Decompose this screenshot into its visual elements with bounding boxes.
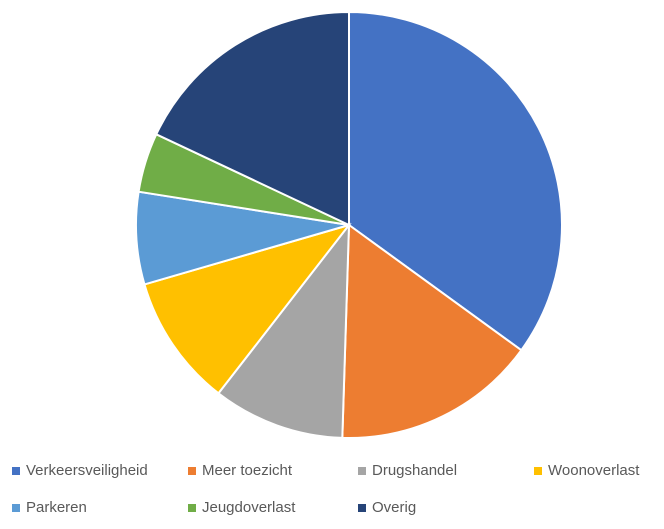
legend-item-meer-toezicht: Meer toezicht <box>188 462 292 479</box>
legend-swatch <box>12 466 20 475</box>
legend-swatch <box>534 466 542 475</box>
pie-slice-overig <box>154 10 350 227</box>
legend-item-verkeersveiligheid: Verkeersveiligheid <box>12 462 148 479</box>
legend-label: Parkeren <box>26 499 87 516</box>
legend-swatch <box>188 503 196 512</box>
legend-item-woonoverlast: Woonoverlast <box>534 462 639 479</box>
chart-area <box>135 10 563 439</box>
chart-legend: Verkeersveiligheid Meer toezicht Drugshand… <box>0 462 664 529</box>
pie-chart <box>135 10 563 439</box>
legend-item-parkeren: Parkeren <box>12 499 87 516</box>
legend-swatch <box>12 503 20 512</box>
legend-swatch <box>358 503 366 512</box>
legend-swatch <box>188 466 196 475</box>
legend-label: Meer toezicht <box>202 462 293 479</box>
legend-item-overig: Overig <box>358 499 416 516</box>
legend-label: Woonoverlast <box>548 462 640 479</box>
legend-label: Overig <box>372 499 417 516</box>
legend-label: Jeugdoverlast <box>202 499 296 516</box>
pie-slice-woonoverlast <box>143 223 352 395</box>
legend-label: Drugshandel <box>372 462 458 479</box>
legend-item-jeugdoverlast: Jeugdoverlast <box>188 499 295 516</box>
pie-slice-meer-toezicht <box>341 223 523 439</box>
legend-item-drugshandel: Drugshandel <box>358 462 457 479</box>
pie-slice-verkeersveiligheid <box>348 10 563 352</box>
pie-slice-drugshandel <box>217 221 351 439</box>
legend-swatch <box>358 466 366 475</box>
legend-label: Verkeersveiligheid <box>26 462 148 479</box>
